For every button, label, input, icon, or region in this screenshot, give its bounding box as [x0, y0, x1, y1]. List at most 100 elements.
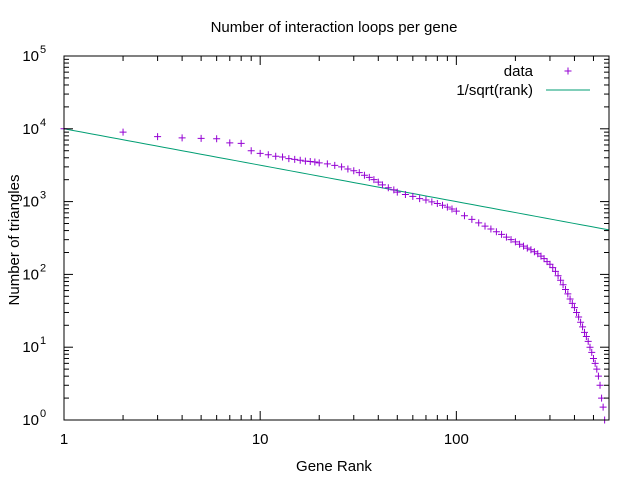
series-line-sqrt — [63, 128, 610, 231]
data-point — [561, 286, 569, 294]
data-point — [579, 323, 587, 331]
data-point — [344, 165, 352, 173]
data-point — [594, 372, 602, 380]
data-point — [584, 337, 592, 345]
chart-title: Number of interaction loops per gene — [211, 19, 458, 36]
data-point — [285, 155, 293, 163]
data-point — [523, 244, 531, 252]
data-point — [433, 200, 441, 208]
x-tick-labels: 1 10 100 — [60, 431, 469, 448]
data-point — [296, 156, 304, 164]
data-point — [448, 205, 456, 213]
data-point — [559, 281, 567, 289]
data-point — [422, 196, 430, 204]
data-point — [588, 348, 596, 356]
data-point — [566, 295, 574, 303]
y-tick-exponent: 4 — [40, 117, 46, 129]
data-point — [586, 343, 594, 351]
data-point — [520, 242, 528, 250]
data-point — [460, 212, 468, 220]
x-tick-label: 10 — [252, 431, 269, 448]
data-point — [487, 225, 495, 233]
data-point — [481, 222, 489, 230]
data-point — [452, 207, 460, 215]
data-point — [511, 238, 519, 246]
data-point — [315, 159, 323, 167]
data-point — [237, 139, 245, 147]
y-tick-exponent: 3 — [40, 190, 46, 202]
data-point — [564, 290, 572, 298]
data-point — [374, 178, 382, 186]
data-point — [393, 188, 401, 196]
legend-label-sqrt: 1/sqrt(rank) — [456, 82, 533, 99]
data-point — [568, 299, 576, 307]
y-tick-exponent: 0 — [40, 408, 46, 420]
data-point — [589, 354, 597, 362]
data-point — [593, 365, 601, 373]
data-point — [409, 192, 417, 200]
data-point — [370, 176, 378, 184]
legend: data 1/sqrt(rank) — [456, 63, 590, 99]
data-point — [443, 203, 451, 211]
y-tick-exponent: 5 — [40, 44, 46, 56]
data-point — [272, 152, 280, 160]
y-tick-label: 10 — [22, 194, 39, 211]
data-point — [498, 230, 506, 238]
data-point — [577, 318, 585, 326]
data-point — [256, 149, 264, 157]
data-point — [178, 134, 186, 142]
legend-marker-data — [564, 67, 572, 75]
data-point — [401, 191, 409, 199]
data-point — [507, 236, 515, 244]
series-layer — [60, 125, 610, 424]
data-point — [540, 255, 548, 263]
data-point — [554, 272, 562, 280]
data-point — [279, 153, 287, 161]
data-point — [323, 160, 331, 168]
tick-layer — [63, 56, 610, 421]
data-point — [598, 394, 606, 402]
plot-frame — [63, 55, 610, 421]
y-tick-exponent: 1 — [40, 335, 46, 347]
data-point — [475, 219, 483, 227]
data-point — [428, 198, 436, 206]
data-point — [599, 403, 607, 411]
data-point — [331, 161, 339, 169]
data-point — [549, 264, 557, 272]
data-point — [557, 276, 565, 284]
data-point — [551, 267, 559, 275]
x-tick-label: 1 — [60, 431, 68, 448]
data-point — [360, 171, 368, 179]
data-point — [378, 181, 386, 189]
data-point — [573, 308, 581, 316]
data-point — [516, 240, 524, 248]
x-axis-label: Gene Rank — [296, 458, 372, 475]
data-point — [468, 215, 476, 223]
data-point — [502, 233, 510, 241]
plot-area — [60, 55, 610, 424]
legend-label-data: data — [504, 63, 534, 80]
data-point — [355, 169, 363, 177]
data-point — [582, 333, 590, 341]
data-point — [439, 201, 447, 209]
data-point — [596, 381, 604, 389]
y-axis-label: Number of triangles — [6, 175, 23, 306]
y-tick-exponent: 2 — [40, 262, 46, 274]
legend-marker-plus — [564, 67, 572, 75]
data-point — [492, 228, 500, 236]
y-tick-label: 10 — [22, 121, 39, 138]
data-point — [365, 173, 373, 181]
data-point — [311, 158, 319, 166]
data-point — [247, 147, 255, 155]
data-point — [350, 167, 358, 175]
data-point — [384, 184, 392, 192]
data-point — [226, 139, 234, 147]
data-point — [338, 163, 346, 171]
data-point — [213, 135, 221, 143]
y-tick-label: 10 — [22, 48, 39, 65]
y-tick-label: 10 — [22, 266, 39, 283]
data-point — [291, 155, 299, 163]
data-point — [570, 304, 578, 312]
data-point — [264, 151, 272, 159]
